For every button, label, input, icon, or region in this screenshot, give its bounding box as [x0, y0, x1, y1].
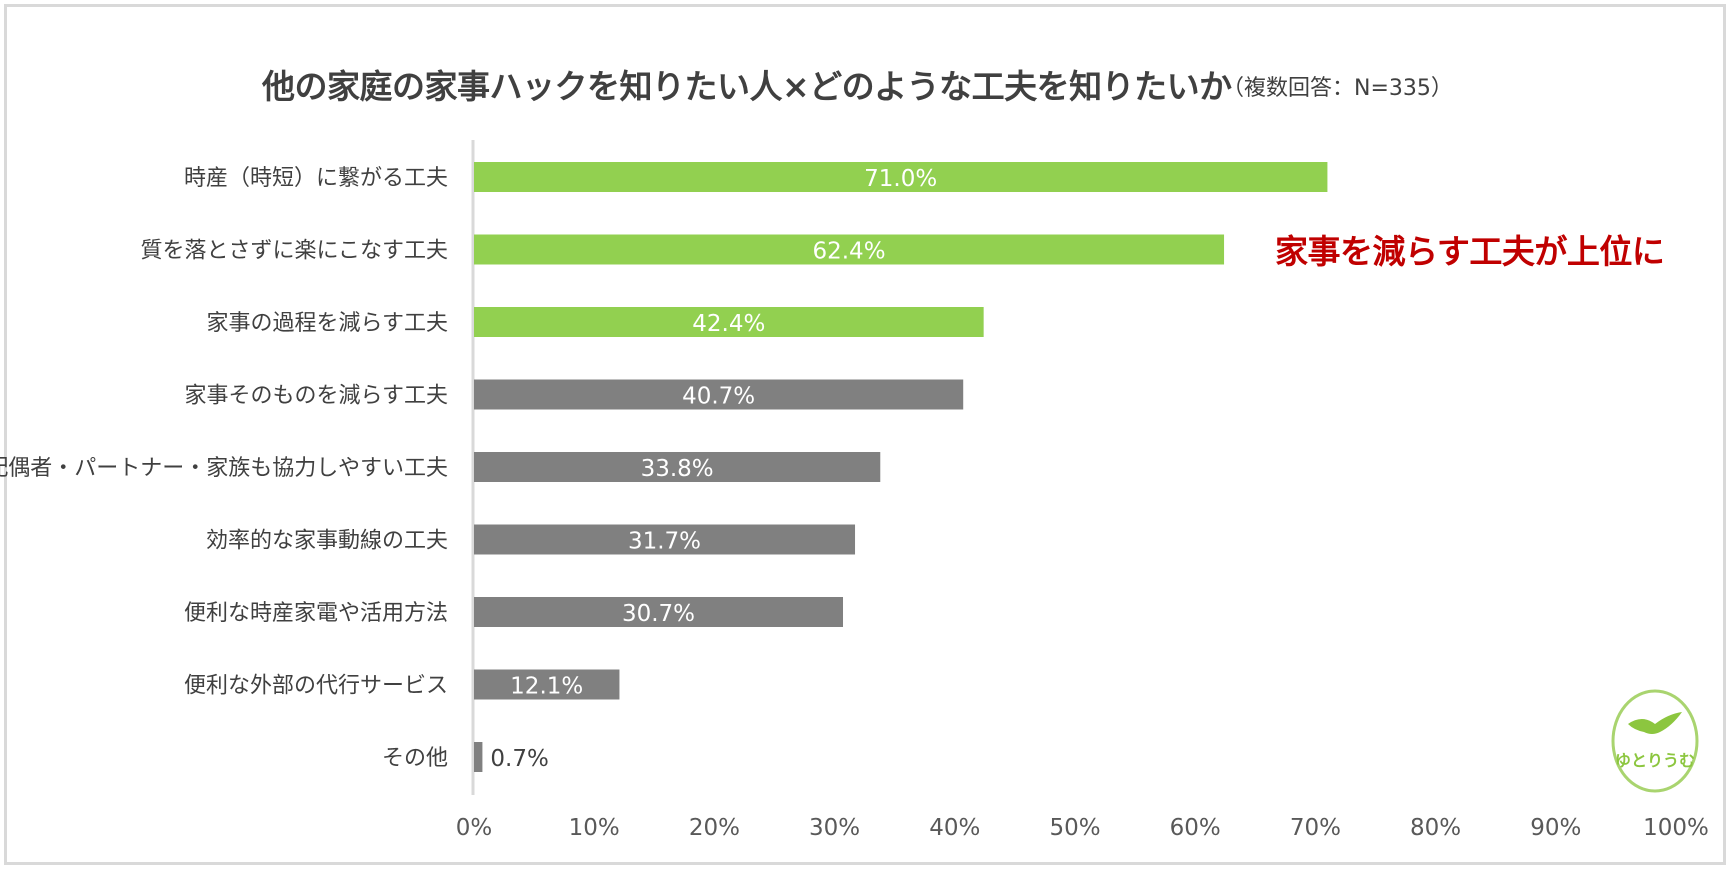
bar — [474, 452, 881, 482]
data-label: 40.7% — [682, 384, 755, 410]
x-tick-label: 40% — [929, 815, 980, 841]
bar — [474, 669, 620, 700]
x-tick-label: 30% — [809, 815, 860, 841]
callout-annotation: 家事を減らす工夫が上位に — [1275, 232, 1665, 271]
category-label: その他 — [382, 746, 448, 771]
category-label: 便利な時産家電や活用方法 — [184, 601, 448, 626]
x-tick-label: 80% — [1410, 815, 1461, 841]
chart-frame — [4, 4, 1726, 865]
category-label: 家事そのものを減らす工夫 — [184, 384, 448, 409]
data-label: 30.7% — [622, 601, 695, 627]
category-label: 時産（時短）に繋がる工夫 — [184, 166, 448, 191]
x-tick-label: 70% — [1290, 815, 1341, 841]
data-label: 31.7% — [628, 529, 701, 555]
x-tick-label: 60% — [1170, 815, 1221, 841]
category-label: 効率的な家事動線の工夫 — [206, 529, 448, 554]
x-tick-label: 0% — [456, 815, 493, 841]
x-tick-label: 10% — [569, 815, 620, 841]
data-label: 0.7% — [490, 746, 548, 772]
logo-text: ゆとりうむ — [1615, 751, 1695, 770]
yutorium-logo: ゆとりうむ — [1611, 689, 1699, 793]
x-tick-label: 20% — [689, 815, 740, 841]
data-label: 33.8% — [641, 456, 714, 482]
bar — [474, 234, 1225, 265]
category-label: 質を落とさずに楽にこなす工夫 — [140, 239, 448, 264]
data-label: 71.0% — [864, 166, 937, 192]
bar — [474, 524, 856, 555]
x-tick-label: 50% — [1049, 815, 1100, 841]
bar — [474, 379, 964, 410]
category-label: 便利な外部の代行サービス — [184, 674, 448, 699]
category-label: 家事の過程を減らす工夫 — [206, 311, 448, 336]
chart-title: 他の家庭の家事ハックを知りたい人×どのような工夫を知りたいか — [262, 67, 1232, 106]
data-label: 62.4% — [812, 239, 885, 265]
bar — [474, 597, 844, 627]
bar — [474, 162, 1328, 192]
category-label: 配偶者・パートナー・家族も協力しやすい工夫 — [0, 456, 448, 481]
bar — [474, 742, 483, 772]
bar — [474, 307, 984, 337]
x-tick-label: 90% — [1530, 815, 1581, 841]
data-label: 12.1% — [510, 674, 583, 700]
chart-subtitle: （複数回答：N=335） — [1222, 76, 1453, 101]
x-tick-label: 100% — [1643, 815, 1709, 841]
data-label: 42.4% — [692, 311, 765, 337]
